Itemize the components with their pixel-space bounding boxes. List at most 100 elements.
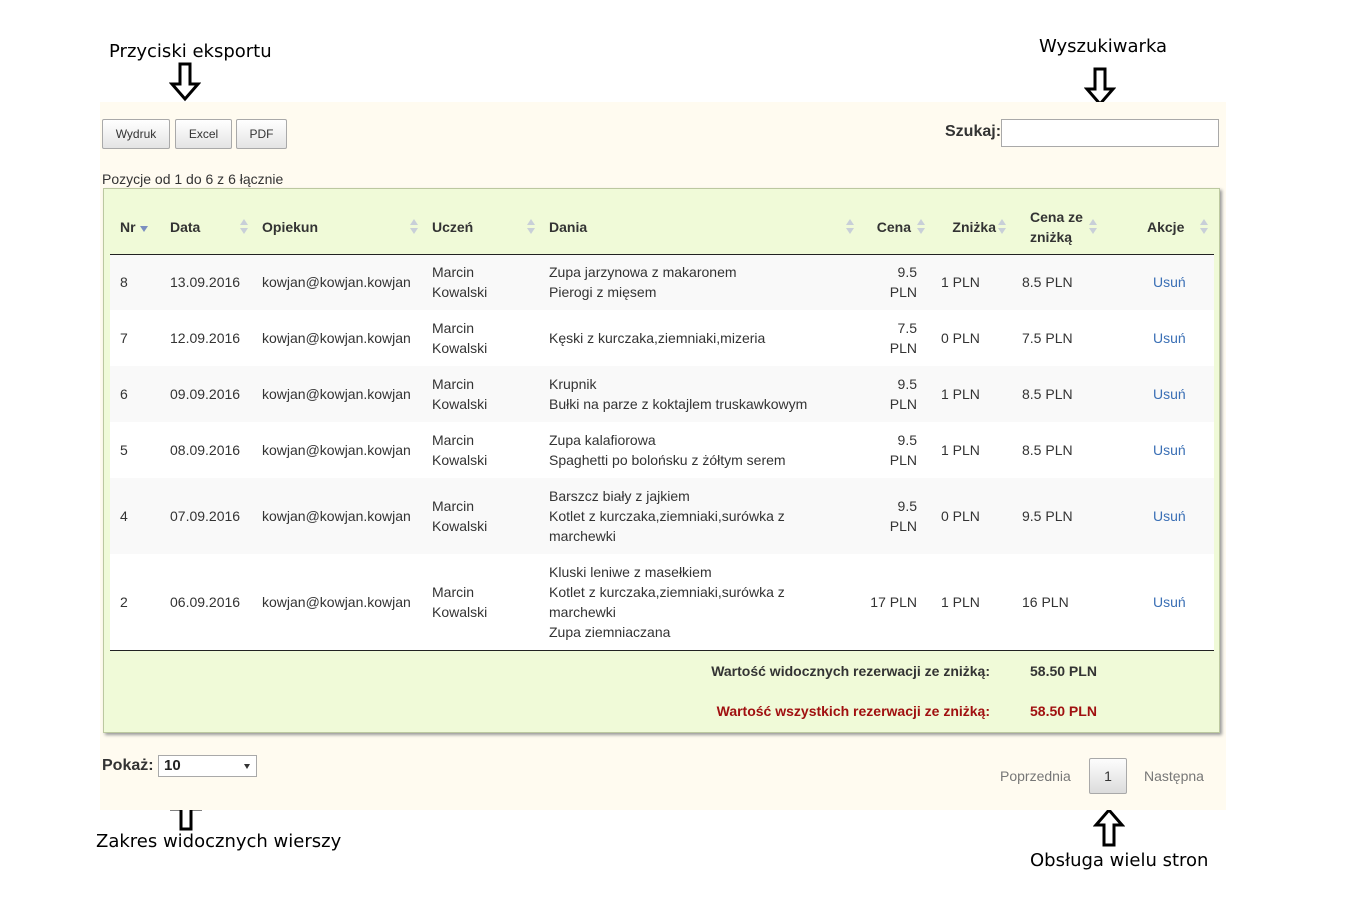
student-name-line: Marcin: [432, 320, 475, 336]
length-select[interactable]: 10: [158, 755, 257, 777]
column-header-znizka[interactable]: Zniżka: [931, 200, 1012, 255]
length-label: Pokaż:: [102, 757, 154, 774]
cell-date: 07.09.2016: [162, 478, 254, 554]
footer-all-total-row: Wartość wszystkich rezerwacji ze zniżką:…: [110, 691, 1214, 731]
cell-dishes: Kęski z kurczaka,ziemniaki,mizeria: [541, 310, 860, 366]
delete-link[interactable]: Usuń: [1153, 386, 1186, 402]
footer-visible-total-row: Wartość widocznych rezerwacji ze zniżką:…: [110, 649, 1214, 691]
cell-discount: 1 PLN: [931, 554, 1012, 650]
student-name-line: Marcin: [432, 498, 475, 514]
cell-guardian: kowjan@kowjan.kowjan: [254, 366, 424, 422]
column-header-opiekun[interactable]: Opiekun: [254, 200, 424, 255]
cell-discounted-price: 7.5 PLN: [1012, 310, 1131, 366]
cell-nr: 8: [110, 254, 162, 310]
delete-link[interactable]: Usuń: [1153, 330, 1186, 346]
delete-link[interactable]: Usuń: [1153, 442, 1186, 458]
cell-price: 9.5 PLN: [860, 478, 931, 554]
cell-action: Usuń: [1131, 310, 1214, 366]
column-header-uczen[interactable]: Uczeń: [424, 200, 541, 255]
cell-price: 7.5 PLN: [860, 310, 931, 366]
column-header-label: Data: [170, 218, 201, 235]
table-header-row: Nr Data Opiekun Uczeń Dania Cena Zniżka …: [110, 200, 1214, 255]
cell-dishes: Kluski leniwe z masełkiem Kotlet z kurcza…: [541, 554, 860, 650]
student-name-line: Marcin: [432, 432, 475, 448]
cell-price: 9.5 PLN: [860, 254, 931, 310]
dish-line: marchewki: [549, 603, 616, 620]
cell-student: Marcin Kowalski: [424, 254, 541, 310]
cell-guardian: kowjan@kowjan.kowjan: [254, 478, 424, 554]
column-header-data[interactable]: Data: [162, 200, 254, 255]
print-button[interactable]: Wydruk: [102, 119, 170, 149]
delete-link[interactable]: Usuń: [1153, 508, 1186, 524]
dish-line: Krupnik: [549, 376, 597, 392]
cell-date: 13.09.2016: [162, 254, 254, 310]
pager-page-1[interactable]: 1: [1089, 758, 1127, 794]
column-header-dania[interactable]: Dania: [541, 200, 860, 255]
cell-discounted-price: 8.5 PLN: [1012, 422, 1131, 478]
length-select-value: 10: [164, 757, 181, 774]
excel-button[interactable]: Excel: [175, 119, 232, 149]
dish-line: Pierogi z mięsem: [549, 284, 657, 301]
column-header-cena-znizka[interactable]: Cena ze zniżką: [1012, 200, 1131, 255]
cell-price: 17 PLN: [860, 554, 931, 650]
column-header-label: Cena: [876, 218, 911, 235]
table-row: 2 06.09.2016 kowjan@kowjan.kowjan Marcin Kow…: [110, 554, 1214, 650]
cell-dishes: Krupnik Bułki na parze z koktajlem truska…: [541, 366, 860, 422]
column-header-label: Nr: [120, 218, 136, 235]
cell-discount: 1 PLN: [931, 366, 1012, 422]
dish-line: Bułki na parze z koktajlem truskawkowym: [549, 396, 808, 412]
sort-icon: [240, 219, 248, 235]
column-header-akcje[interactable]: Akcje: [1131, 200, 1214, 255]
arrow-down-icon: [169, 62, 201, 102]
cell-date: 09.09.2016: [162, 366, 254, 422]
dish-line: marchewki: [549, 528, 616, 544]
cell-action: Usuń: [1131, 254, 1214, 310]
cell-student: Marcin Kowalski: [424, 310, 541, 366]
footer-all-value: 58.50 PLN: [1030, 702, 1097, 719]
cell-action: Usuń: [1131, 422, 1214, 478]
cell-dishes: Zupa kalafiorowa Spaghetti po bolońsku z …: [541, 422, 860, 478]
student-name-line: Marcin: [432, 583, 475, 600]
footer-visible-value: 58.50 PLN: [1012, 649, 1214, 691]
delete-link[interactable]: Usuń: [1153, 274, 1186, 291]
sort-icon: [410, 219, 418, 235]
table-row: 8 13.09.2016 kowjan@kowjan.kowjan Marcin Kow…: [110, 254, 1214, 310]
chevron-down-icon: [244, 764, 250, 769]
column-header-label: Akcje: [1147, 218, 1185, 235]
sort-icon: [1200, 219, 1208, 235]
pager-previous[interactable]: Poprzednia: [1000, 768, 1071, 784]
cell-discount: 1 PLN: [931, 422, 1012, 478]
student-name-line: Kowalski: [432, 603, 488, 620]
search-input[interactable]: [1001, 119, 1219, 147]
student-name-line: Kowalski: [432, 284, 488, 301]
student-name-line: Kowalski: [432, 452, 488, 468]
student-name-line: Marcin: [432, 264, 475, 281]
search-label: Szukaj:: [945, 123, 1002, 140]
cell-nr: 5: [110, 422, 162, 478]
sort-icon: [1089, 219, 1097, 235]
cell-discounted-price: 16 PLN: [1012, 554, 1131, 650]
delete-link[interactable]: Usuń: [1153, 593, 1186, 610]
cell-nr: 2: [110, 554, 162, 650]
cell-nr: 7: [110, 310, 162, 366]
student-name-line: Kowalski: [432, 396, 488, 412]
cell-action: Usuń: [1131, 366, 1214, 422]
cell-student: Marcin Kowalski: [424, 478, 541, 554]
column-header-label: Opiekun: [262, 218, 319, 235]
column-header-nr[interactable]: Nr: [110, 200, 162, 255]
sort-icon: [527, 219, 535, 235]
table-row: 7 12.09.2016 kowjan@kowjan.kowjan Marcin Kow…: [110, 310, 1214, 366]
cell-nr: 4: [110, 478, 162, 554]
arrow-up-icon: [1093, 807, 1125, 847]
cell-action: Usuń: [1131, 554, 1214, 650]
pdf-button[interactable]: PDF: [236, 119, 287, 149]
cell-discount: 0 PLN: [931, 310, 1012, 366]
cell-guardian: kowjan@kowjan.kowjan: [254, 310, 424, 366]
pager-next[interactable]: Następna: [1144, 768, 1204, 784]
table-body: 8 13.09.2016 kowjan@kowjan.kowjan Marcin Kow…: [110, 254, 1214, 650]
cell-guardian: kowjan@kowjan.kowjan: [254, 554, 424, 650]
column-header-cena[interactable]: Cena: [860, 200, 931, 255]
dish-line: Zupa jarzynowa z makaronem: [549, 264, 737, 281]
cell-date: 06.09.2016: [162, 554, 254, 650]
cell-student: Marcin Kowalski: [424, 366, 541, 422]
